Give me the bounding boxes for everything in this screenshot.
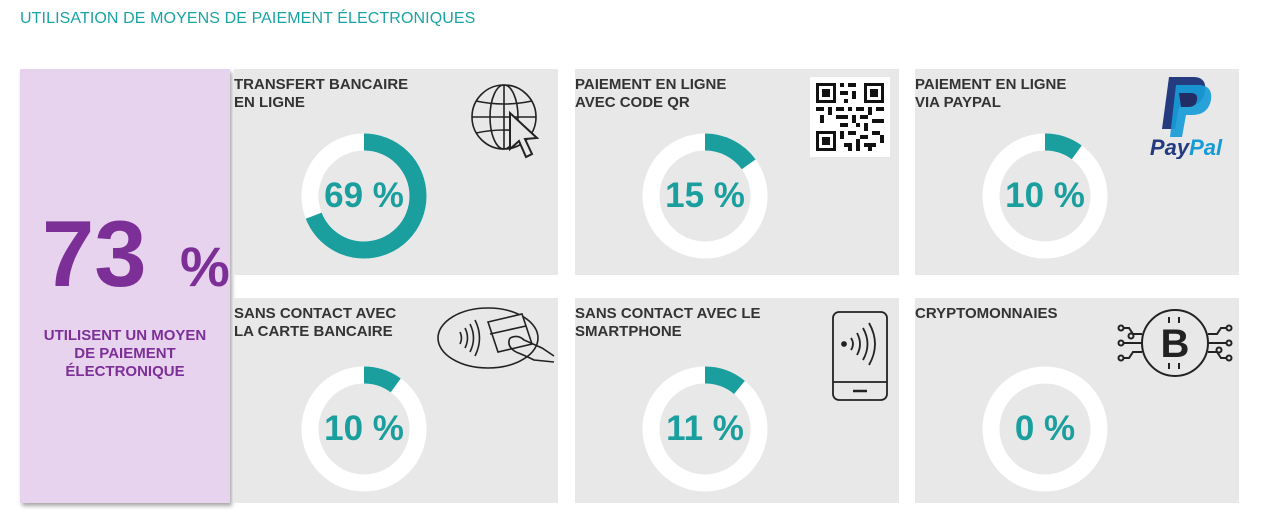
donut-value-label: 15 % xyxy=(665,176,745,215)
card-title: CRYPTOMONNAIES xyxy=(915,305,1115,323)
donut-value-label: 69 % xyxy=(324,176,404,215)
card-online-bank-transfer: TRANSFERT BANCAIRE EN LIGNE 69 % xyxy=(234,69,558,275)
card-title: SANS CONTACT AVEC LE SMARTPHONE xyxy=(575,305,775,341)
card-title: PAIEMENT EN LIGNE AVEC CODE QR xyxy=(575,76,775,112)
card-contactless-smartphone: SANS CONTACT AVEC LE SMARTPHONE 11 % xyxy=(575,298,899,503)
paypal-logo-icon: PayPal xyxy=(1141,73,1231,160)
donut-chart: 15 % xyxy=(642,133,768,259)
donut-chart: 11 % xyxy=(642,366,768,492)
bitcoin-icon: B xyxy=(1117,306,1233,380)
card-cryptocurrencies: CRYPTOMONNAIES B 0 % xyxy=(915,298,1239,503)
donut-arc xyxy=(301,133,427,259)
donut-chart: 10 % xyxy=(982,133,1108,259)
donut-chart: 0 % xyxy=(982,366,1108,492)
card-title-line: PAIEMENT EN LIGNE xyxy=(915,76,1067,93)
card-paypal-payment: PAIEMENT EN LIGNE VIA PAYPAL PayPal 10 % xyxy=(915,69,1239,275)
card-title-line: LA CARTE BANCAIRE xyxy=(234,323,393,340)
card-title: PAIEMENT EN LIGNE VIA PAYPAL xyxy=(915,76,1115,112)
globe-cursor-icon xyxy=(470,81,550,161)
donut-value-label: 10 % xyxy=(324,409,404,448)
card-qr-code-payment: PAIEMENT EN LIGNE AVEC CODE QR 15 xyxy=(575,69,899,275)
card-contactless-card: SANS CONTACT AVEC LA CARTE BANCAIRE 10 % xyxy=(234,298,558,503)
card-title: SANS CONTACT AVEC LA CARTE BANCAIRE xyxy=(234,305,434,341)
donut-value-label: 11 % xyxy=(666,409,744,448)
donut-arc xyxy=(642,133,768,259)
summary-label: UTILISENT UN MOYEN DE PAIEMENT ÉLECTRONI… xyxy=(20,327,230,381)
card-title-line: AVEC CODE QR xyxy=(575,94,690,111)
card-title-line: EN LIGNE xyxy=(234,94,305,111)
card-title-line: SMARTPHONE xyxy=(575,323,682,340)
donut-track xyxy=(982,366,1108,492)
contactless-card-icon xyxy=(436,304,558,372)
summary-label-line: DE PAIEMENT xyxy=(74,345,176,362)
card-title-line: VIA PAYPAL xyxy=(915,94,1001,111)
contactless-phone-icon xyxy=(831,310,891,402)
card-title: TRANSFERT BANCAIRE EN LIGNE xyxy=(234,76,434,112)
qr-code-icon xyxy=(810,77,890,157)
summary-label-line: ÉLECTRONIQUE xyxy=(65,363,185,380)
page-title: UTILISATION DE MOYENS DE PAIEMENT ÉLECTR… xyxy=(20,10,476,27)
card-title-line: SANS CONTACT AVEC xyxy=(234,305,397,322)
svg-text:B: B xyxy=(1161,322,1190,366)
donut-arc xyxy=(982,133,1108,259)
summary-panel: 73 % UTILISENT UN MOYEN DE PAIEMENT ÉLEC… xyxy=(20,69,230,503)
donut-chart: 10 % xyxy=(301,366,427,492)
donut-chart: 69 % xyxy=(301,133,427,259)
card-title-line: TRANSFERT BANCAIRE xyxy=(234,76,409,93)
summary-unit: % xyxy=(180,235,230,298)
donut-value-label: 0 % xyxy=(1014,409,1076,448)
summary-value: 73 xyxy=(42,201,147,306)
summary-label-line: UTILISENT UN MOYEN xyxy=(43,327,207,344)
donut-arc xyxy=(642,366,768,492)
donut-arc xyxy=(301,366,427,492)
paypal-logo-text: PayPal xyxy=(1150,135,1223,159)
card-title-line: PAIEMENT EN LIGNE xyxy=(575,76,727,93)
donut-value-label: 10 % xyxy=(1005,176,1085,215)
card-title-line: CRYPTOMONNAIES xyxy=(915,305,1058,322)
card-title-line: SANS CONTACT AVEC LE xyxy=(575,305,761,322)
